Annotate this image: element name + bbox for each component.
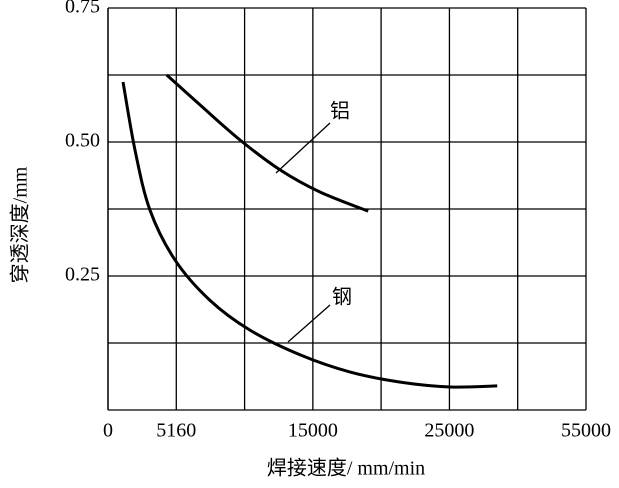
leader-line [275,122,331,174]
grid-extra [107,8,586,411]
x-tick-label: 0 [103,420,113,442]
line [121,81,498,389]
x-tick-label: 5160 [156,420,196,442]
series-label: 铝 [330,100,350,123]
y-tick-label: 0.50 [65,130,100,152]
x-axis-label: 焊接速度/ mm/min [267,457,425,480]
x-tick-label: 55000 [561,420,611,442]
x-tick-label: 25000 [424,420,474,442]
leader-line [287,304,331,343]
line [165,73,369,213]
y-tick-label: 0.75 [65,0,100,18]
series-label: 钢 [332,286,352,309]
y-tick-label: 0.25 [65,264,100,286]
y-axis-label: 穿透深度/mm [9,166,32,283]
x-tick-label: 15000 [288,420,338,442]
